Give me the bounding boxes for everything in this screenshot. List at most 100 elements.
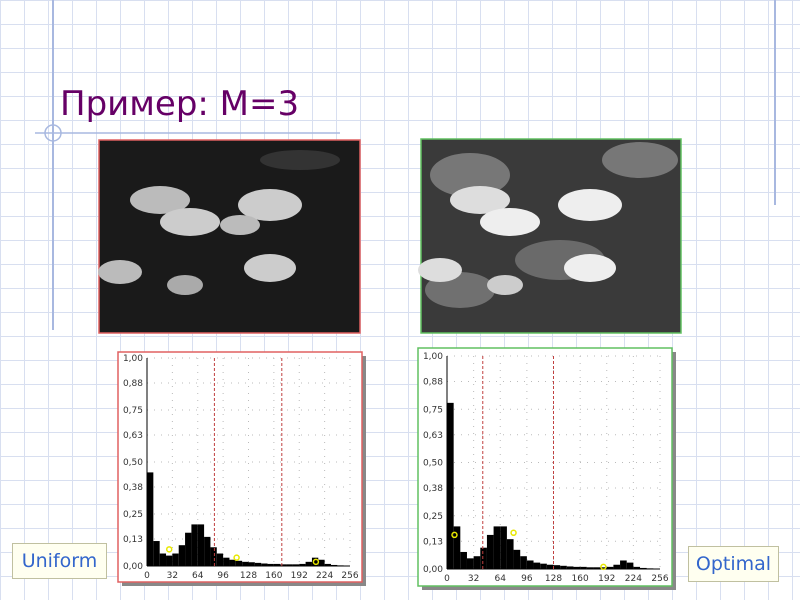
x-tick-label: 32 <box>468 574 479 584</box>
histogram-chart: 0,00 0,13 0,25 0,38 0,50 0,63 0,75 0,88 1,00 0 32 6… <box>417 347 676 590</box>
histogram-bar <box>286 564 293 566</box>
histogram-bar <box>337 565 344 566</box>
y-tick-label: 0,00 <box>123 562 143 572</box>
x-tick-label: 64 <box>192 571 204 581</box>
histogram-bar <box>159 553 167 566</box>
histogram-bar <box>613 564 621 569</box>
histogram-bar <box>473 556 481 569</box>
y-tick-label: 0,13 <box>123 535 143 545</box>
histogram-bar <box>254 562 262 566</box>
histogram-bar <box>640 567 647 569</box>
histogram-bar <box>318 559 325 566</box>
histogram-bar <box>520 556 527 569</box>
y-tick-label: 0,25 <box>423 512 443 522</box>
histogram-bar <box>292 564 300 566</box>
histogram-bar <box>493 526 501 569</box>
histogram-bar <box>447 402 454 569</box>
histogram-bar <box>229 559 236 566</box>
histogram-bar <box>506 539 514 569</box>
histogram-bar <box>280 564 287 566</box>
histogram-bar <box>533 562 541 569</box>
histogram-bar <box>453 526 461 569</box>
y-tick-label: 0,00 <box>423 565 443 575</box>
x-tick-label: 0 <box>444 574 450 584</box>
histogram-bar <box>166 555 173 566</box>
histogram-bar <box>540 563 547 569</box>
histogram-bar <box>178 545 186 566</box>
histogram-bar <box>593 567 601 569</box>
histogram-bar <box>204 536 211 566</box>
histogram-bar <box>242 561 249 566</box>
y-tick-label: 0,13 <box>423 537 443 547</box>
y-tick-label: 0,75 <box>123 406 143 416</box>
histogram-bar <box>191 524 198 566</box>
x-tick-label: 96 <box>521 574 533 584</box>
level-point <box>312 558 320 566</box>
histogram-bar <box>172 553 179 566</box>
y-tick-label: 0,50 <box>123 458 143 468</box>
y-tick-label: 0,88 <box>123 379 143 389</box>
photo-optimal <box>418 138 682 334</box>
histogram-bar <box>580 566 587 569</box>
x-tick-label: 0 <box>144 571 150 581</box>
histogram-bar <box>330 564 338 566</box>
histogram-bar <box>606 566 614 569</box>
histogram-bar <box>573 566 581 569</box>
level-point <box>600 563 607 571</box>
x-tick-label: 32 <box>167 571 178 581</box>
histogram-bar <box>566 566 574 569</box>
histogram-bar <box>526 560 534 569</box>
level-point <box>165 546 173 553</box>
histogram-bar <box>305 561 312 566</box>
level-point <box>233 554 240 561</box>
histogram-bar <box>223 557 230 566</box>
x-tick-label: 128 <box>545 574 562 584</box>
histogram-bar <box>299 563 306 566</box>
label-uniform: Uniform <box>12 543 107 579</box>
x-tick-label: 192 <box>598 574 615 584</box>
histogram-chart: 0,00 0,13 0,25 0,38 0,50 0,63 0,75 0,88 1,00 0 32 6… <box>117 351 366 586</box>
histogram-bar <box>197 524 205 566</box>
histogram-bar <box>216 553 224 566</box>
histogram-bar <box>480 547 487 569</box>
histogram-bar <box>235 560 243 566</box>
histogram-bar <box>311 557 319 566</box>
histogram-bar <box>460 551 467 569</box>
x-tick-label: 224 <box>316 571 333 581</box>
histogram-bar <box>600 567 607 569</box>
histogram-bar <box>626 562 634 569</box>
y-tick-label: 0,50 <box>423 459 443 469</box>
histogram-bar <box>553 565 561 569</box>
y-tick-label: 1,00 <box>423 352 443 362</box>
histogram-bar <box>620 560 627 569</box>
histogram-bar <box>273 563 281 566</box>
histogram-bar <box>324 563 331 566</box>
histogram-bar <box>500 526 507 569</box>
histogram-bar <box>153 541 160 566</box>
y-tick-label: 0,25 <box>123 510 143 520</box>
histogram-bar <box>261 563 268 566</box>
histogram-bar <box>513 549 521 569</box>
histogram-bar <box>466 558 474 569</box>
y-tick-label: 0,38 <box>123 483 143 493</box>
chart-frame <box>417 347 673 587</box>
y-tick-label: 1,00 <box>123 354 143 364</box>
histogram-bar <box>185 532 192 566</box>
histogram-bar <box>546 564 554 569</box>
slide-title: Пример: M=3 <box>60 84 299 124</box>
x-tick-label: 192 <box>291 571 308 581</box>
x-tick-label: 64 <box>495 574 507 584</box>
level-point <box>510 529 517 537</box>
y-tick-label: 0,63 <box>123 431 143 441</box>
label-optimal: Optimal <box>688 546 779 582</box>
x-tick-label: 160 <box>572 574 589 584</box>
histogram-bar <box>248 562 255 566</box>
x-tick-label: 160 <box>265 571 282 581</box>
y-tick-label: 0,63 <box>423 431 443 441</box>
y-tick-label: 0,38 <box>423 484 443 494</box>
histogram-bar <box>267 563 274 566</box>
histogram-bar <box>646 568 654 569</box>
y-tick-label: 0,75 <box>423 405 443 415</box>
